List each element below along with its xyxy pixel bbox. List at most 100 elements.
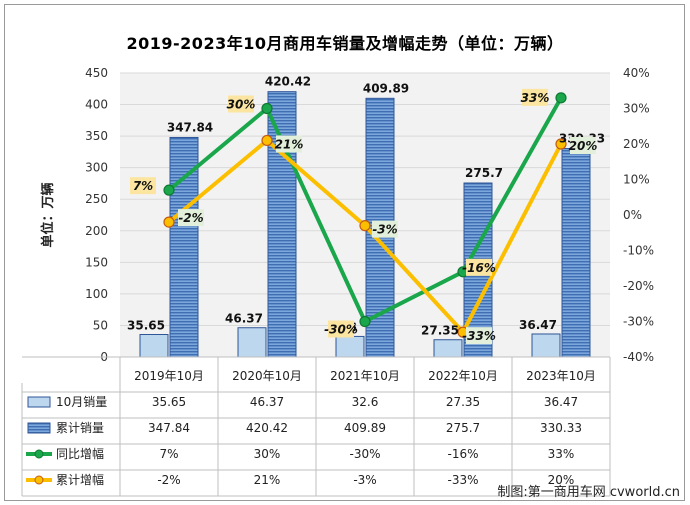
table-cell: 420.42	[246, 421, 288, 435]
bar-cumulative-label: 347.84	[167, 120, 213, 134]
category-label: 2020年10月	[232, 369, 302, 383]
table-cell: 20%	[548, 473, 575, 487]
yoy-growth-point	[163, 184, 175, 196]
category-label: 2019年10月	[134, 369, 204, 383]
yoy-growth-callout-bg	[130, 177, 156, 195]
lines	[163, 92, 567, 338]
y-axis-label: 单位：万辆	[40, 182, 56, 247]
y2-tick-label: 30%	[623, 102, 650, 116]
cumulative-growth-callout-bg	[570, 137, 596, 154]
table-cell: 35.65	[152, 395, 186, 409]
bar-cumulative-label: 420.42	[265, 75, 311, 89]
table-cell: 32.6	[352, 395, 379, 409]
bar-monthly	[237, 327, 267, 358]
legend-key-marker	[34, 475, 44, 485]
data-table: 2019年10月 2020年10月 2021年10月 2022年10月 2023年10月…	[21, 356, 611, 497]
cumulative-growth-point	[163, 216, 175, 228]
y2-tick-label: -20%	[623, 279, 654, 293]
table-cell: 46.37	[250, 395, 284, 409]
legend-key-bar	[27, 422, 51, 434]
bar-monthly-label: 36.47	[519, 318, 557, 332]
yoy-growth-point	[555, 92, 567, 104]
bar-monthly	[433, 339, 463, 358]
yoy-growth-callout: 30%	[227, 98, 256, 112]
y-tick-label: 100	[85, 287, 108, 301]
yoy-growth-point	[261, 102, 273, 115]
cumulative-growth-callout: 21%	[275, 137, 304, 151]
yoy-growth-callout-bg	[328, 320, 354, 338]
source-note: 制图:第一商用车网 cvworld.cn	[497, 485, 680, 500]
table-cell: -33%	[447, 473, 478, 487]
bar-monthly-label: 46.37	[225, 312, 263, 326]
y-tick-label: 450	[85, 66, 108, 80]
table-cell: -30%	[349, 447, 380, 461]
table-cell: 33%	[548, 447, 575, 461]
legend-key-bar	[27, 396, 51, 408]
legend-key-marker	[34, 449, 44, 459]
cumulative-growth-point	[359, 220, 371, 232]
y-tick-label: 350	[85, 129, 108, 143]
table-cell: -3%	[353, 473, 376, 487]
y-tick-label: 300	[85, 161, 108, 175]
yoy-growth-point	[359, 315, 371, 328]
y2-tick-label: 10%	[623, 173, 650, 187]
cumulative-growth-callout: -2%	[178, 211, 203, 225]
y-tick-label: 200	[85, 224, 108, 238]
y2-tick-label: 0%	[623, 208, 642, 222]
bar-monthly-label: 35.65	[127, 319, 165, 333]
y2-tick-label: -40%	[623, 350, 654, 364]
cumulative-growth-callout: -3%	[372, 223, 397, 237]
table-cell: 36.47	[544, 395, 578, 409]
table-cell: -16%	[447, 447, 478, 461]
category-label: 2021年10月	[330, 369, 400, 383]
y2-tick-label: 20%	[623, 137, 650, 151]
bar-monthly	[139, 334, 169, 358]
bar-cumulative-label: 409.89	[363, 81, 409, 95]
legend-label: 累计增幅	[56, 472, 104, 487]
data-labels: 35.65347.8446.37420.4232.6409.8927.35275…	[127, 75, 605, 345]
y-tick-label: 250	[85, 192, 108, 206]
chart-frame	[4, 4, 685, 501]
legend-label: 累计销量	[56, 421, 104, 435]
bar-monthly	[531, 333, 561, 358]
y-tick-label: 400	[85, 98, 108, 112]
bar-cumulative	[267, 91, 297, 358]
y2-tick-label: -30%	[623, 315, 654, 329]
cumulative-growth-callout-bg	[276, 135, 302, 153]
category-label: 2022年10月	[428, 369, 498, 383]
cumulative-growth-point	[261, 134, 273, 147]
table-cell: -2%	[157, 473, 180, 487]
legend-label: 同比增幅	[56, 446, 104, 461]
table-cell: 7%	[159, 447, 178, 461]
yoy-growth-callout: 7%	[133, 179, 153, 193]
table-cell: 275.7	[446, 421, 480, 435]
category-label: 2023年10月	[526, 369, 596, 383]
cumulative-growth-callout-bg	[466, 327, 492, 345]
table-cell: 21%	[254, 473, 281, 487]
legend-label: 10月销量	[56, 395, 107, 409]
yoy-growth-callout: 33%	[521, 91, 550, 105]
cumulative-growth-callout-bg	[178, 209, 204, 227]
y-tick-label: 150	[85, 255, 108, 269]
bar-monthly-label: 27.35	[421, 324, 459, 338]
yoy-growth-callout: -16%	[462, 261, 496, 275]
table-cell: 330.33	[540, 421, 582, 435]
yoy-growth-callout-bg	[466, 258, 492, 276]
yoy-growth-callout-bg	[522, 88, 548, 106]
yoy-growth-callout-bg	[228, 95, 254, 113]
cumulative-growth-callout: 20%	[569, 139, 598, 153]
cumulative-growth-callout-bg	[372, 220, 398, 238]
y2-tick-label: 40%	[623, 66, 650, 80]
table-cell: 30%	[254, 447, 281, 461]
yoy-growth-callout: -30%	[324, 323, 358, 337]
table-cell: 27.35	[446, 395, 480, 409]
cumulative-growth-point	[555, 138, 567, 150]
table-cell: 347.84	[148, 421, 190, 435]
axes: 050100150200250300350400450-40%-30%-20%-…	[40, 66, 654, 364]
bar-cumulative-label: 275.7	[465, 166, 503, 180]
chart-title: 2019-2023年10月商用车销量及增幅走势（单位：万辆）	[126, 34, 564, 53]
y-tick-label: 50	[93, 318, 108, 332]
cumulative-growth-callout: -33%	[462, 329, 496, 343]
bar-monthly	[335, 335, 365, 358]
